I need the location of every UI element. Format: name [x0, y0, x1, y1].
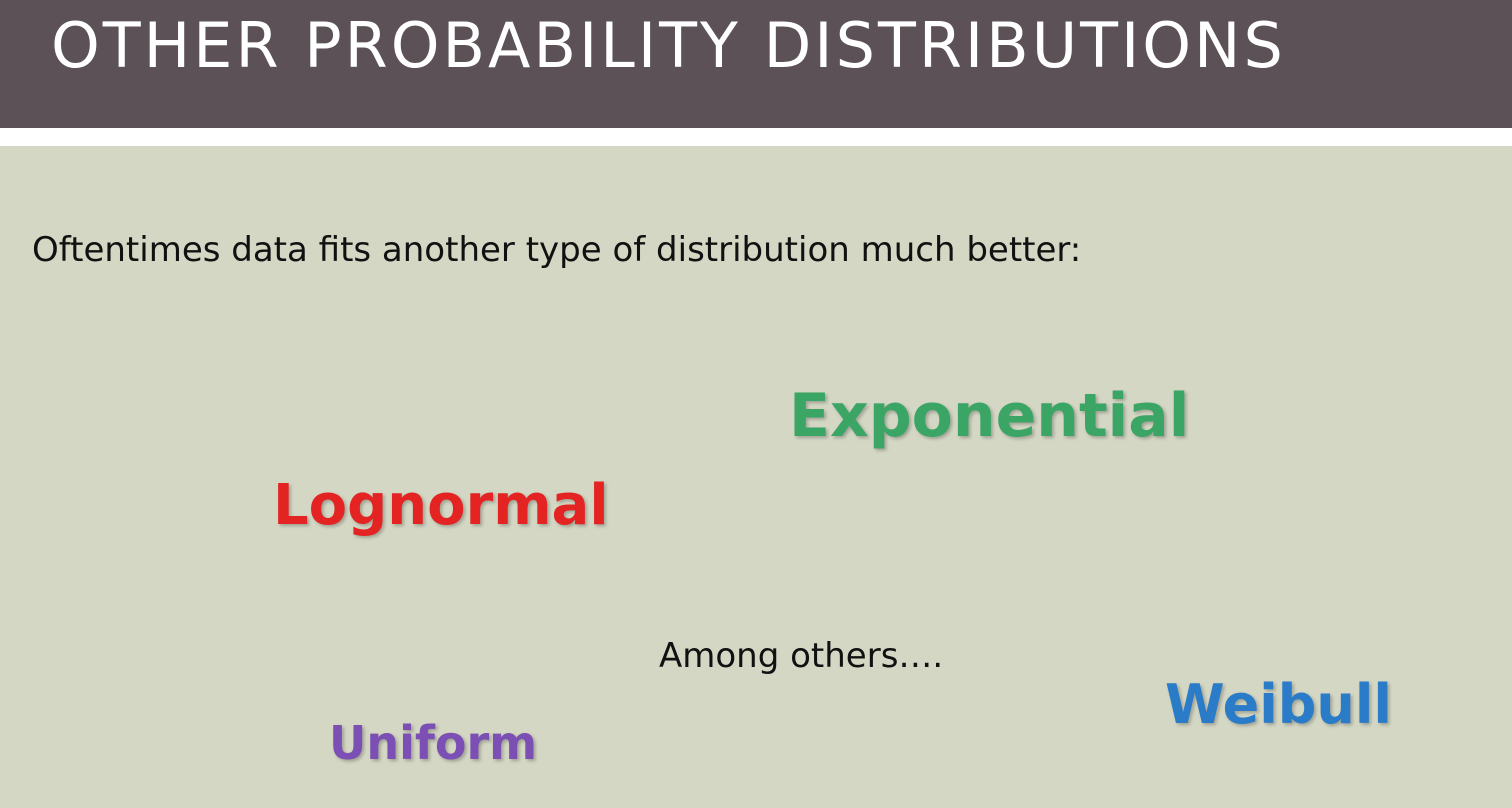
- distribution-lognormal: Lognormal: [273, 473, 609, 538]
- title-bar: OTHER PROBABILITY DISTRIBUTIONS: [0, 0, 1512, 128]
- intro-text: Oftentimes data fits another type of dis…: [32, 230, 1082, 270]
- title-divider: [0, 128, 1512, 146]
- slide-title: OTHER PROBABILITY DISTRIBUTIONS: [51, 9, 1286, 82]
- distribution-exponential: Exponential: [789, 381, 1190, 451]
- among-others-note: Among others….: [659, 636, 944, 676]
- distribution-uniform: Uniform: [329, 716, 538, 770]
- distribution-weibull: Weibull: [1165, 673, 1392, 736]
